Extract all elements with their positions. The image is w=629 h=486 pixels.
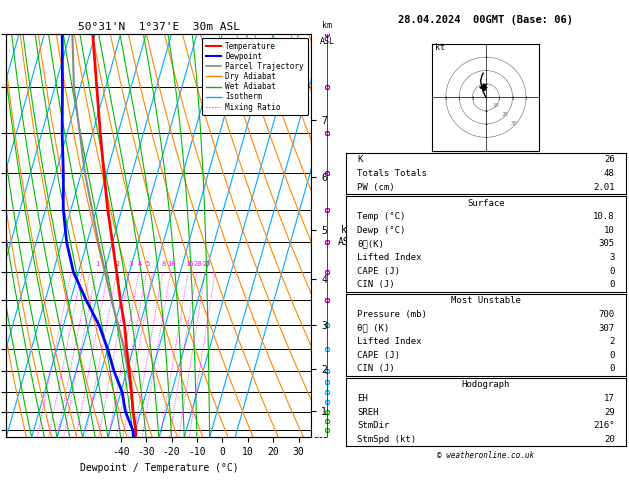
- Text: LCL: LCL: [313, 431, 328, 440]
- Text: 0: 0: [610, 351, 615, 360]
- Text: 2: 2: [610, 337, 615, 346]
- Text: PW (cm): PW (cm): [357, 183, 395, 191]
- Text: 48: 48: [604, 169, 615, 178]
- Y-axis label: km
ASL: km ASL: [338, 225, 355, 246]
- Text: θᴄ(K): θᴄ(K): [357, 240, 384, 248]
- Text: 17: 17: [604, 394, 615, 403]
- Text: 4: 4: [138, 260, 142, 266]
- Text: StmDir: StmDir: [357, 421, 389, 430]
- Text: Lifted Index: Lifted Index: [357, 253, 421, 262]
- Text: 28.04.2024  00GMT (Base: 06): 28.04.2024 00GMT (Base: 06): [398, 15, 574, 25]
- Text: 10: 10: [604, 226, 615, 235]
- Text: Totals Totals: Totals Totals: [357, 169, 427, 178]
- Text: CIN (J): CIN (J): [357, 280, 395, 289]
- Text: 0: 0: [610, 364, 615, 373]
- Text: 1: 1: [95, 260, 99, 266]
- Text: 10: 10: [492, 103, 499, 107]
- Text: CAPE (J): CAPE (J): [357, 351, 400, 360]
- Text: SREH: SREH: [357, 408, 379, 417]
- Text: Surface: Surface: [467, 199, 504, 208]
- Text: Dewp (°C): Dewp (°C): [357, 226, 406, 235]
- Text: 700: 700: [599, 310, 615, 319]
- Text: 0: 0: [610, 280, 615, 289]
- Text: Pressure (mb): Pressure (mb): [357, 310, 427, 319]
- Text: 10: 10: [167, 260, 176, 266]
- Text: 20: 20: [501, 112, 508, 117]
- Text: EH: EH: [357, 394, 368, 403]
- Text: 30: 30: [511, 122, 517, 126]
- Text: 20: 20: [193, 260, 202, 266]
- Text: CAPE (J): CAPE (J): [357, 267, 400, 276]
- Text: © weatheronline.co.uk: © weatheronline.co.uk: [437, 451, 535, 460]
- Text: 16: 16: [185, 260, 193, 266]
- Title: 50°31'N  1°37'E  30m ASL: 50°31'N 1°37'E 30m ASL: [78, 22, 240, 32]
- Text: 307: 307: [599, 324, 615, 332]
- Legend: Temperature, Dewpoint, Parcel Trajectory, Dry Adiabat, Wet Adiabat, Isotherm, Mi: Temperature, Dewpoint, Parcel Trajectory…: [202, 38, 308, 115]
- Text: CIN (J): CIN (J): [357, 364, 395, 373]
- Text: km: km: [322, 21, 332, 30]
- Text: 8: 8: [162, 260, 166, 266]
- Text: kt: kt: [435, 43, 445, 52]
- Text: 5: 5: [145, 260, 150, 266]
- Text: 3: 3: [610, 253, 615, 262]
- Text: K: K: [357, 156, 362, 164]
- Text: 29: 29: [604, 408, 615, 417]
- Text: θᴄ (K): θᴄ (K): [357, 324, 389, 332]
- X-axis label: Dewpoint / Temperature (°C): Dewpoint / Temperature (°C): [79, 463, 238, 473]
- Text: 2.01: 2.01: [593, 183, 615, 191]
- Text: 10.8: 10.8: [593, 212, 615, 221]
- Text: StmSpd (kt): StmSpd (kt): [357, 435, 416, 444]
- Text: Hodograph: Hodograph: [462, 381, 510, 389]
- Text: Lifted Index: Lifted Index: [357, 337, 421, 346]
- Text: ASL: ASL: [320, 37, 335, 46]
- Text: 25: 25: [202, 260, 211, 266]
- Text: Most Unstable: Most Unstable: [451, 296, 521, 305]
- Text: Temp (°C): Temp (°C): [357, 212, 406, 221]
- Text: 216°: 216°: [593, 421, 615, 430]
- Text: 3: 3: [128, 260, 133, 266]
- Text: 20: 20: [604, 435, 615, 444]
- Text: 0: 0: [610, 267, 615, 276]
- Text: 2: 2: [116, 260, 120, 266]
- Text: 26: 26: [604, 156, 615, 164]
- Text: 305: 305: [599, 240, 615, 248]
